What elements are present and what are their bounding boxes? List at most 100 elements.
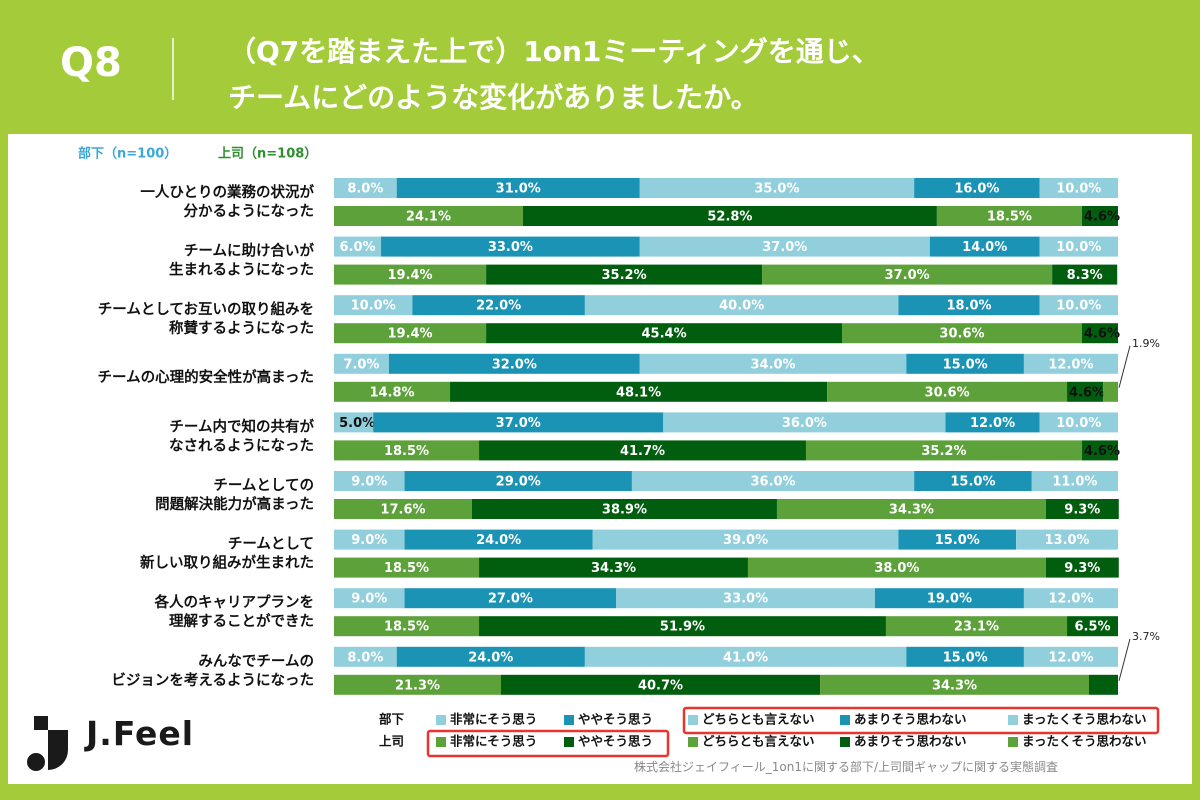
bar-segment-supervisor <box>1088 674 1118 695</box>
bar-segment-supervisor <box>334 440 480 461</box>
bar-segment-supervisor <box>805 440 1082 461</box>
data-label: 36.0% <box>750 475 795 490</box>
data-label: 45.4% <box>642 327 687 342</box>
bar-segment-supervisor <box>885 616 1068 637</box>
data-label: 4.6% <box>1084 444 1120 459</box>
data-label: 37.0% <box>885 268 930 283</box>
bar-segment-supervisor <box>1081 440 1118 461</box>
data-label: 19.0% <box>927 592 972 607</box>
bar-segment-supervisor <box>1067 616 1118 637</box>
bar-segment-subordinate <box>334 178 397 198</box>
bar-segment-subordinate <box>334 471 405 491</box>
data-label: 30.6% <box>939 327 984 342</box>
data-label: 5.0% <box>339 416 375 431</box>
bar-segment-supervisor <box>1067 381 1104 402</box>
bar-segment-subordinate <box>404 529 593 550</box>
bar-segment-subordinate <box>663 412 946 433</box>
bar-segment-supervisor <box>479 557 748 578</box>
data-label: 9.0% <box>351 533 387 548</box>
data-label: 40.0% <box>719 299 764 314</box>
bar-segment-supervisor <box>1052 264 1118 285</box>
data-label: 8.3% <box>1067 268 1103 283</box>
data-label: 10.0% <box>1056 240 1101 255</box>
bar-segment-supervisor <box>842 323 1082 344</box>
data-label: 17.6% <box>380 503 425 518</box>
bar-segment-subordinate <box>412 295 585 316</box>
data-label: 14.8% <box>369 385 414 400</box>
highlight-box-supervisor <box>426 729 670 758</box>
header-divider <box>172 38 174 100</box>
bar-segment-subordinate <box>396 646 585 667</box>
bar-segment-subordinate <box>388 353 640 374</box>
row-label: 一人ひとりの業務の状況が <box>140 183 314 201</box>
legend-row-label-supervisor: 上司 <box>379 734 404 749</box>
bar-segment-supervisor <box>522 206 937 226</box>
data-label: 29.0% <box>496 475 541 490</box>
bar-segment-subordinate <box>584 646 907 667</box>
data-label: 9.3% <box>1064 561 1100 576</box>
bar-segment-subordinate <box>639 353 907 374</box>
legend-label-subordinate: あまりそう思わない <box>854 712 967 727</box>
bar-segment-supervisor <box>334 616 480 637</box>
bar-segment-supervisor <box>450 381 828 402</box>
data-label: 12.0% <box>1048 357 1093 372</box>
data-label: 39.0% <box>723 533 768 548</box>
bar-segment-subordinate <box>334 646 397 667</box>
data-label: 4.6% <box>1084 210 1120 225</box>
row-label: 問題解決能力が高まった <box>155 495 314 513</box>
jfeel-logo: J.Feel <box>24 714 234 774</box>
data-label: 38.9% <box>602 503 647 518</box>
row-label: チームの心理的安全性が高まった <box>98 368 314 386</box>
legend-label-supervisor: あまりそう思わない <box>854 734 967 749</box>
data-label: 19.4% <box>387 268 432 283</box>
bar-segment-subordinate <box>1023 588 1118 609</box>
bar-segment-subordinate <box>1016 529 1118 550</box>
legend-swatch-subordinate <box>1008 715 1018 725</box>
data-label: 6.0% <box>339 240 375 255</box>
bar-segment-supervisor <box>827 381 1068 402</box>
bar-segment-supervisor <box>486 264 763 285</box>
bar-segment-subordinate <box>1023 646 1118 667</box>
header: Q8 （Q7を踏まえた上で）1on1ミーティングを通じ、 チームにどのような変化… <box>0 0 1200 135</box>
data-label: 32.0% <box>492 357 537 372</box>
bar-segment-supervisor <box>747 557 1046 578</box>
bar-segment-subordinate <box>914 178 1040 198</box>
legend-swatch-subordinate <box>436 715 446 725</box>
leader-line <box>1118 638 1131 681</box>
data-label: 4.6% <box>1084 327 1120 342</box>
bar-segment-supervisor <box>820 674 1089 695</box>
bar-segment-subordinate <box>334 588 405 609</box>
data-label: 36.0% <box>782 416 827 431</box>
bar-segment-supervisor <box>334 381 451 402</box>
data-label: 14.0% <box>962 240 1007 255</box>
bar-segment-supervisor <box>1081 206 1118 226</box>
data-label: 6.5% <box>1074 620 1110 635</box>
legend-label-subordinate: ややそう思う <box>578 712 653 727</box>
bar-segment-subordinate <box>373 412 664 433</box>
data-label: 21.3% <box>395 678 440 693</box>
data-label: 34.3% <box>932 678 977 693</box>
bar-segment-subordinate <box>906 646 1024 667</box>
bar-segment-subordinate <box>334 236 382 257</box>
data-label: 37.0% <box>496 416 541 431</box>
legend-swatch-subordinate <box>840 715 850 725</box>
data-label: 10.0% <box>351 299 396 314</box>
data-label: 51.9% <box>660 620 705 635</box>
data-label: 10.0% <box>1056 182 1101 197</box>
row-label: みんなでチームの <box>198 653 314 670</box>
bar-segment-supervisor <box>500 674 821 695</box>
bar-segment-subordinate <box>404 471 632 491</box>
row-label: チームとして <box>228 536 314 553</box>
row-label: なされるようになった <box>169 437 314 454</box>
row-label: ビジョンを考えるようになった <box>111 672 314 689</box>
bar-segment-supervisor <box>334 674 501 695</box>
data-label: 33.0% <box>723 592 768 607</box>
data-label: 18.5% <box>384 620 429 635</box>
bar-segment-subordinate <box>898 295 1040 316</box>
bar-segment-supervisor <box>776 499 1046 519</box>
leader-line <box>1118 345 1131 388</box>
bar-segment-subordinate <box>631 471 915 491</box>
data-label: 15.0% <box>935 533 980 548</box>
small-value-note: 3.7% <box>1132 630 1160 643</box>
bar-segment-subordinate <box>1023 353 1118 374</box>
